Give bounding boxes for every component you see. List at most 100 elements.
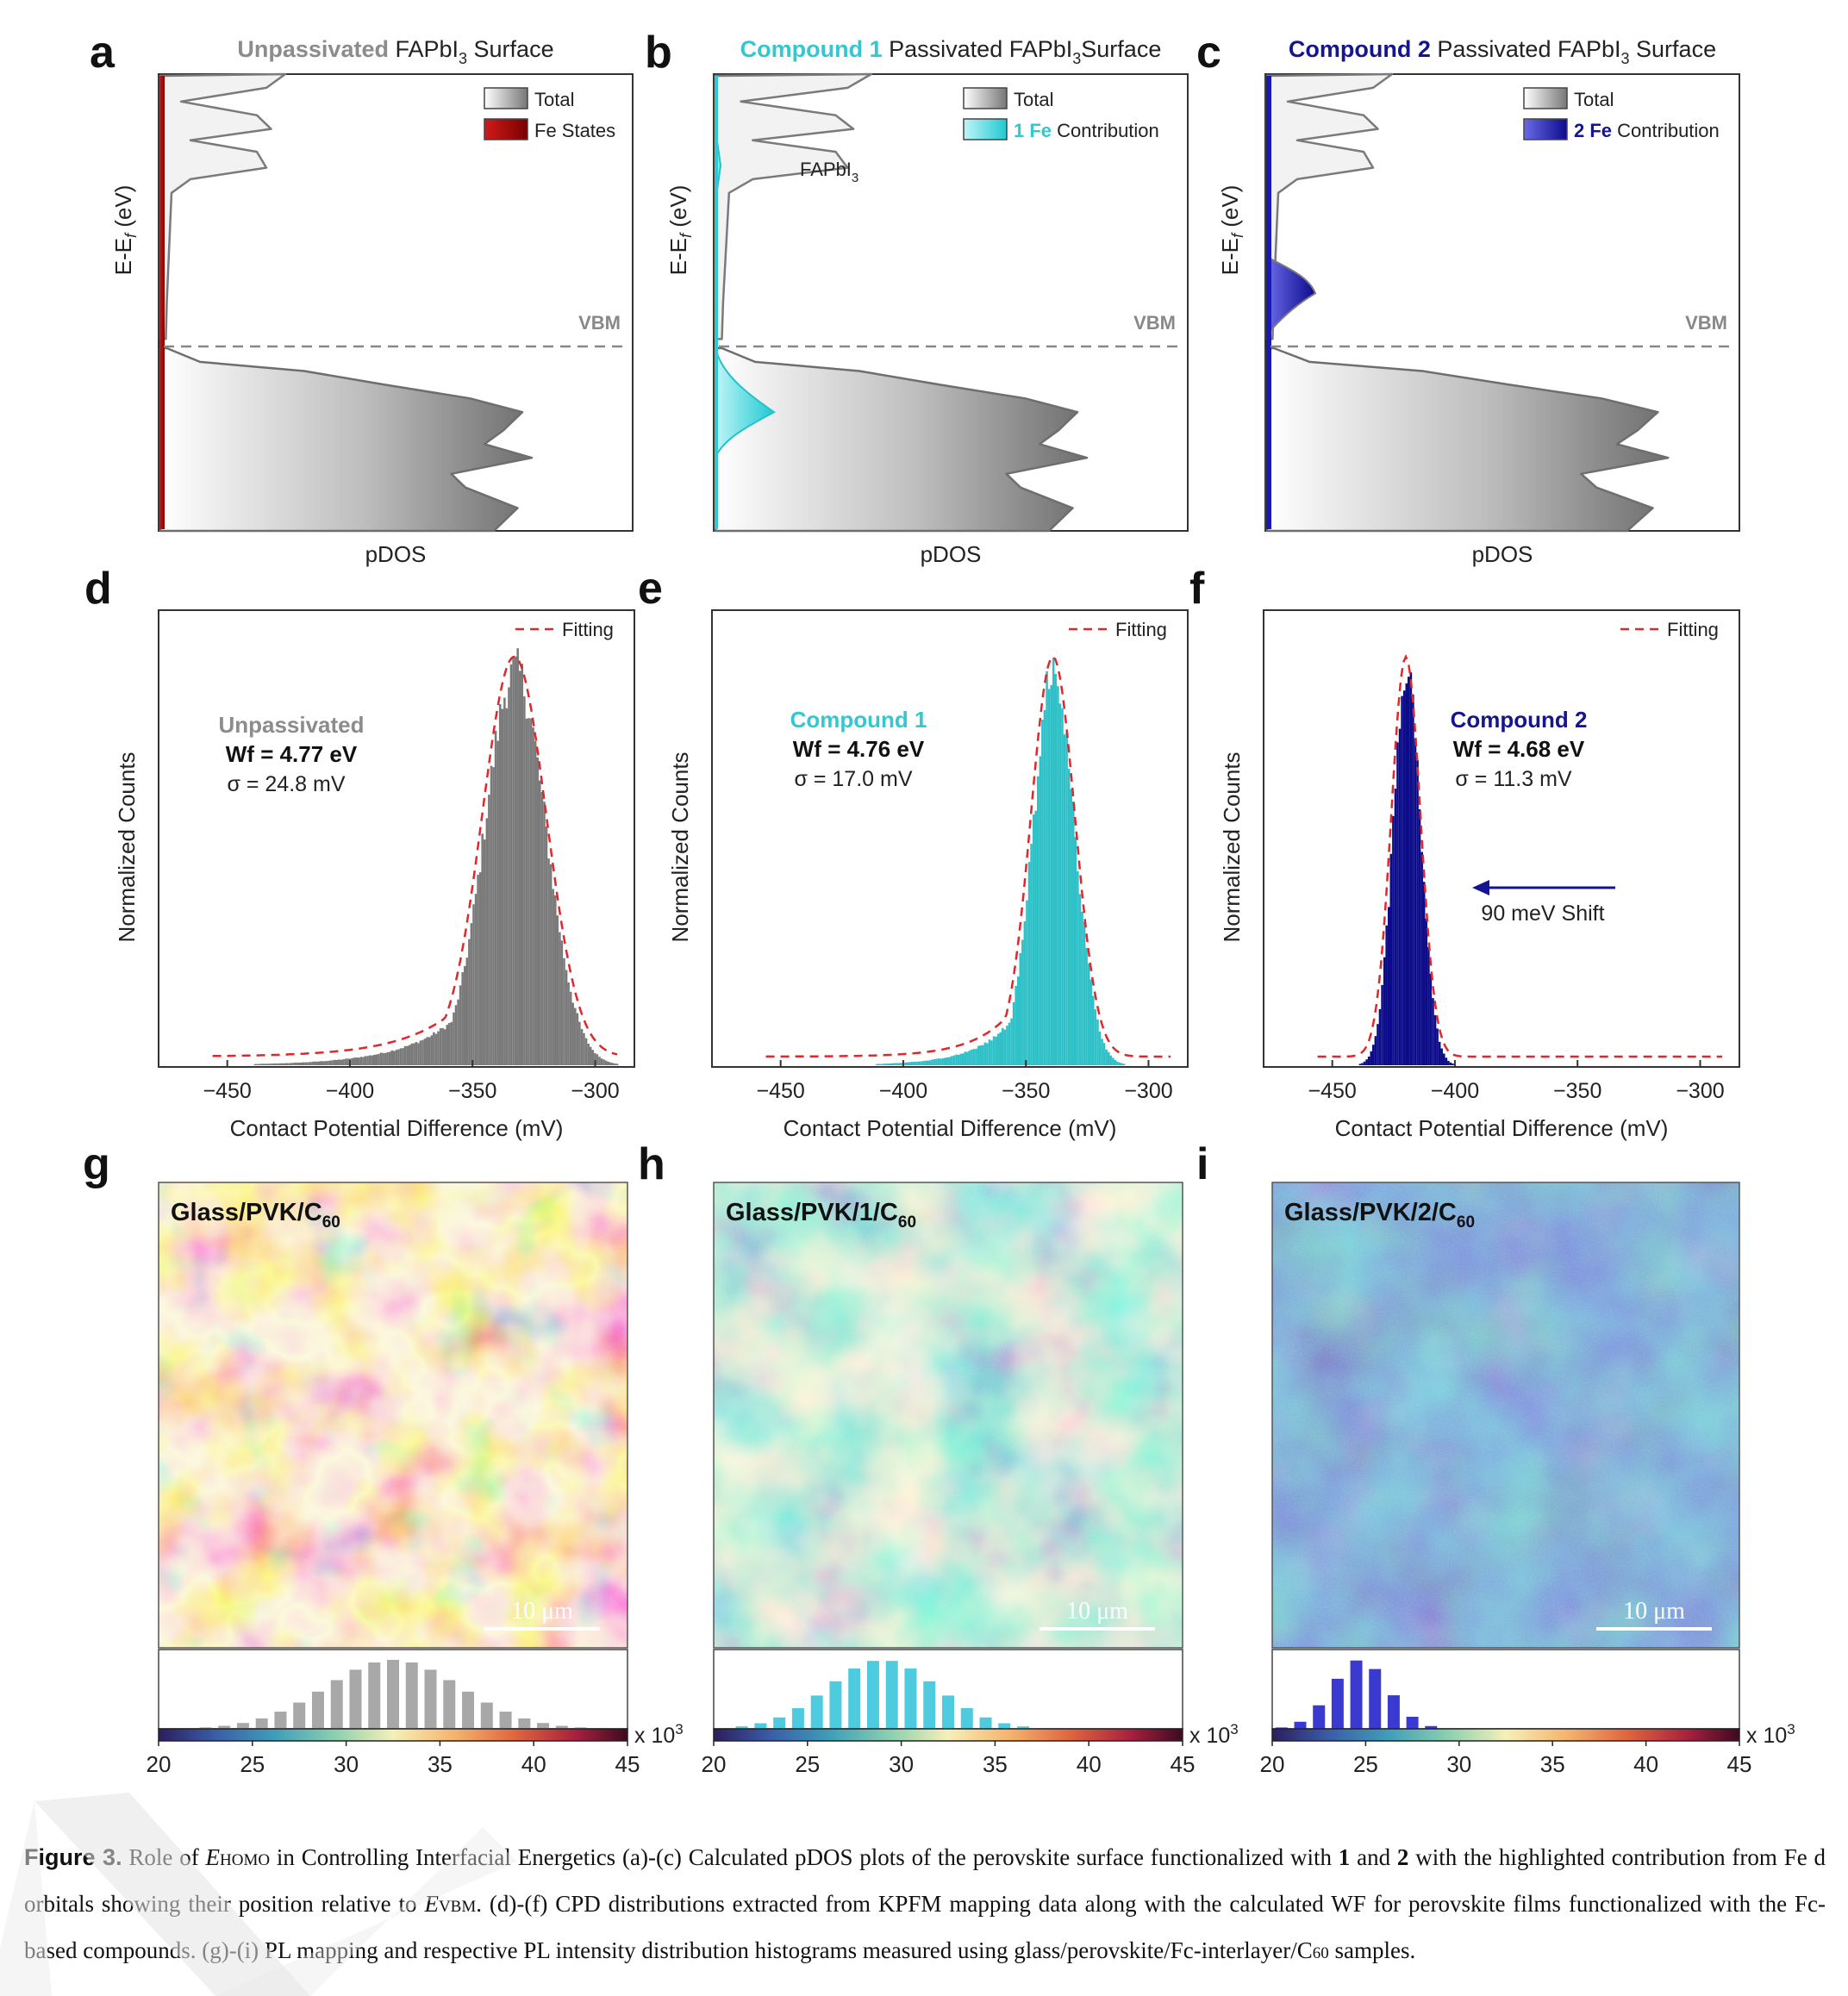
histogram-bar bbox=[426, 1037, 428, 1065]
histogram-bar bbox=[441, 1027, 444, 1065]
histogram-bar bbox=[1063, 734, 1066, 1065]
fitting-curve bbox=[765, 655, 1171, 1058]
pl-histogram-bar bbox=[942, 1695, 954, 1729]
colorbar-tick-label: 25 bbox=[240, 1751, 265, 1777]
histogram-bar bbox=[1096, 1019, 1099, 1065]
histogram-bar bbox=[896, 1063, 898, 1065]
histogram-bar bbox=[328, 1060, 332, 1065]
plot-frame bbox=[1263, 609, 1740, 1068]
pl-histogram-bar bbox=[387, 1660, 399, 1729]
colorbar bbox=[1271, 1728, 1740, 1742]
histogram-bar bbox=[1037, 776, 1040, 1065]
histogram-bar bbox=[488, 795, 490, 1065]
colorbar-tick-label: 30 bbox=[889, 1751, 914, 1777]
histogram-bar bbox=[503, 697, 506, 1065]
legend-total-swatch bbox=[1523, 87, 1568, 109]
colorbar bbox=[713, 1728, 1183, 1742]
histogram-bar bbox=[1057, 686, 1059, 1065]
fitting-curve bbox=[212, 655, 618, 1057]
histogram-bar bbox=[1015, 986, 1017, 1065]
colorbar-tick-label: 35 bbox=[428, 1751, 453, 1777]
pl-histogram-bar bbox=[1350, 1660, 1363, 1729]
legend-fitting-label: Fitting bbox=[1667, 619, 1719, 640]
x-tick-label: −450 bbox=[203, 1079, 252, 1103]
histogram-bar bbox=[353, 1057, 356, 1065]
histogram-bar bbox=[300, 1062, 303, 1065]
histogram-bar bbox=[880, 1063, 883, 1065]
colorbar-tick-label: 25 bbox=[1353, 1751, 1378, 1777]
pl-map-frame bbox=[158, 1182, 628, 1649]
cpd-panel-f: Fitting Compound 2 Wf = 4.68 eV σ = 11.3 mV… bbox=[1189, 564, 1740, 1141]
histogram-bar bbox=[574, 1007, 577, 1065]
histogram-bar bbox=[464, 965, 466, 1065]
pl-histogram-bar bbox=[330, 1680, 343, 1729]
histogram-bar bbox=[1032, 814, 1035, 1065]
histogram-bar bbox=[423, 1039, 427, 1065]
legend-fe-label: 2 Fe Contribution bbox=[1574, 120, 1720, 141]
histogram-bar bbox=[996, 1033, 1000, 1065]
histogram-bar bbox=[1046, 671, 1048, 1065]
histogram-bar bbox=[1002, 1027, 1004, 1065]
histogram-bar bbox=[1058, 703, 1062, 1065]
histogram-bar bbox=[388, 1051, 391, 1065]
y-axis-label: E-Ef (eV) bbox=[665, 185, 695, 276]
histogram-bar bbox=[272, 1063, 274, 1065]
histogram-bar bbox=[1365, 1059, 1368, 1065]
pl-histogram-bar bbox=[1313, 1705, 1326, 1729]
histogram-bar bbox=[904, 1062, 907, 1065]
histogram-bar bbox=[446, 1025, 449, 1065]
histogram-bar bbox=[946, 1057, 949, 1065]
vbm-label: VBM bbox=[1133, 312, 1176, 334]
histogram-bar bbox=[1420, 851, 1423, 1065]
colorbar bbox=[158, 1728, 628, 1742]
histogram-bar bbox=[952, 1055, 956, 1065]
histogram-bar bbox=[532, 727, 534, 1065]
histogram-bar bbox=[1402, 690, 1406, 1065]
histogram-bar bbox=[523, 696, 526, 1065]
legend-total-swatch bbox=[484, 87, 528, 109]
y-axis-label: Normalized Counts bbox=[1219, 752, 1245, 942]
pl-histogram-bar bbox=[518, 1718, 531, 1729]
histogram-bar bbox=[569, 991, 572, 1065]
pl-histogram-bar bbox=[810, 1695, 823, 1729]
histogram-bar bbox=[1008, 1022, 1011, 1065]
histogram-bar bbox=[554, 895, 557, 1065]
pl-histogram-bar bbox=[998, 1723, 1011, 1729]
legend-fe-swatch bbox=[484, 118, 528, 140]
colorbar-tick-label: 35 bbox=[1540, 1751, 1565, 1777]
histogram-bar bbox=[1101, 1039, 1103, 1065]
histogram-bar bbox=[516, 648, 519, 1065]
histogram-bar bbox=[307, 1062, 309, 1065]
legend-fe-swatch bbox=[963, 118, 1008, 140]
histogram-bar bbox=[961, 1053, 965, 1065]
histogram-bar bbox=[413, 1043, 415, 1065]
y-axis-label: Normalized Counts bbox=[667, 752, 693, 942]
histogram-bar bbox=[461, 972, 464, 1065]
histogram-bar bbox=[313, 1061, 316, 1065]
histogram-bar bbox=[344, 1058, 347, 1065]
x-tick-label: −300 bbox=[1124, 1079, 1172, 1103]
histogram-bar bbox=[355, 1057, 359, 1065]
pl-map bbox=[1272, 1182, 1739, 1648]
pl-histogram-bar bbox=[311, 1691, 324, 1729]
histogram-bar bbox=[501, 708, 504, 1065]
histogram-bar bbox=[528, 718, 530, 1065]
histogram-bar bbox=[906, 1062, 909, 1065]
histogram-bar bbox=[505, 708, 509, 1065]
colorbar-tick-label: 20 bbox=[147, 1751, 172, 1777]
histogram-bar bbox=[539, 780, 541, 1065]
histogram-bar bbox=[1067, 768, 1071, 1065]
pl-histogram-bar bbox=[885, 1661, 898, 1729]
pl-histogram-bar bbox=[555, 1725, 568, 1729]
histogram-bar bbox=[1081, 911, 1083, 1065]
x-axis-label: Contact Potential Difference (mV) bbox=[230, 1115, 564, 1141]
histogram-bar bbox=[937, 1058, 940, 1065]
caption-text-2: in Controlling Interfacial Energetics (a… bbox=[270, 1844, 1339, 1870]
histogram-bar bbox=[1105, 1049, 1108, 1065]
colorbar-tick-label: 40 bbox=[1077, 1751, 1102, 1777]
histogram-bar bbox=[571, 1002, 574, 1065]
histogram-bar bbox=[514, 656, 517, 1065]
x-tick-label: −300 bbox=[571, 1079, 619, 1103]
histogram-bar bbox=[1385, 925, 1388, 1065]
histogram-bar bbox=[408, 1045, 411, 1065]
